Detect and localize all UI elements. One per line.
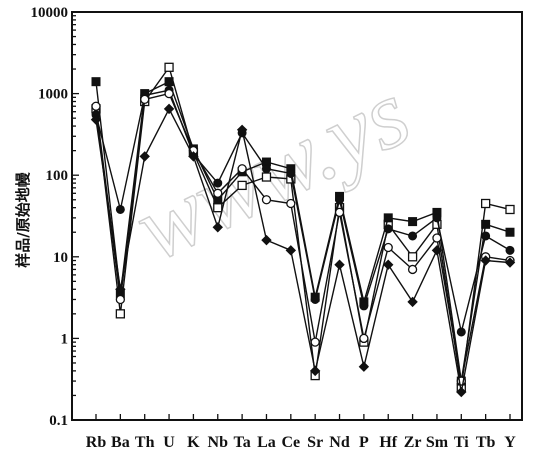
data-point [407, 252, 418, 262]
x-tick-label: Rb [86, 434, 107, 451]
x-tick-label: K [187, 434, 200, 451]
data-point [481, 231, 491, 241]
series-5 [90, 103, 516, 398]
data-point [432, 213, 442, 223]
data-point [91, 77, 101, 87]
data-point [359, 333, 369, 344]
x-tick-label: Sm [426, 434, 449, 451]
data-point [505, 245, 515, 255]
data-point [213, 203, 223, 213]
data-point [408, 217, 418, 227]
data-point [359, 301, 369, 311]
series-4 [91, 88, 515, 386]
data-point [164, 62, 174, 72]
x-tick-label: P [359, 434, 369, 451]
x-tick-label: Y [504, 434, 516, 451]
data-point [139, 151, 150, 162]
x-tick-label: Sr [307, 434, 323, 451]
data-point [480, 255, 491, 266]
data-point [140, 94, 150, 105]
x-tick-label: Zr [404, 434, 422, 451]
data-point [383, 242, 393, 253]
data-point [334, 259, 345, 270]
y-tick-label: 100 [46, 168, 69, 184]
data-point [383, 259, 394, 270]
data-point [261, 164, 271, 174]
x-tick-label: Nb [208, 434, 229, 451]
data-point [236, 124, 248, 136]
data-point [188, 151, 199, 162]
series-layer [90, 62, 516, 398]
data-point [115, 309, 126, 319]
data-point [504, 257, 516, 268]
data-point [90, 114, 102, 125]
data-point [456, 327, 466, 337]
data-point [456, 386, 467, 398]
data-point [115, 294, 126, 305]
data-point [237, 164, 247, 174]
data-point [115, 284, 126, 295]
series-line [95, 107, 511, 393]
data-point [164, 77, 174, 87]
y-axis-label: 样品/原始地幔 [14, 171, 32, 267]
data-point [407, 264, 418, 275]
x-tick-label: Nd [329, 434, 350, 451]
data-point [261, 234, 272, 246]
data-point [261, 172, 272, 182]
data-point [432, 233, 442, 243]
plot-frame [71, 11, 523, 421]
x-tick-label: Ta [234, 434, 251, 451]
x-tick-label: Ti [454, 434, 469, 451]
x-tick-label: Ba [111, 434, 130, 451]
data-point [480, 198, 491, 209]
data-point [310, 294, 320, 304]
data-point [213, 188, 223, 198]
data-point [91, 101, 101, 111]
data-point [383, 224, 393, 234]
y-tick-label: 1000 [38, 87, 68, 103]
x-tick-label: U [163, 434, 175, 451]
data-point [213, 178, 223, 188]
data-point [285, 245, 297, 256]
data-point [335, 195, 345, 205]
data-point [286, 168, 296, 178]
data-point [309, 365, 321, 377]
data-point [505, 204, 515, 215]
x-tick-label: Th [135, 434, 155, 451]
x-tick-label: Hf [379, 434, 397, 451]
data-point [212, 222, 223, 233]
x-tick-label: La [257, 434, 276, 451]
data-point [163, 103, 175, 115]
data-point [237, 180, 247, 191]
data-point [431, 245, 443, 256]
data-point [286, 198, 296, 209]
y-tick-label: 0.1 [49, 413, 68, 429]
y-tick-label: 10000 [31, 5, 69, 21]
data-point [505, 227, 515, 237]
data-point [334, 207, 345, 218]
data-point [358, 361, 370, 372]
data-point [383, 213, 393, 223]
data-point [408, 231, 418, 241]
axes: 0.1 1 10 100 1000 10000 Rb Ba Th U K Nb Ta La Ce Sr Nd P H… [31, 5, 523, 451]
y-tick-label: 1 [61, 331, 69, 347]
y-tick-label: 10 [53, 250, 68, 266]
x-tick-label: Ce [281, 434, 300, 451]
data-point [261, 195, 272, 205]
data-point [310, 337, 320, 347]
data-point [164, 88, 174, 99]
x-tick-label: Tb [476, 434, 496, 451]
data-point [115, 204, 125, 214]
data-point [407, 296, 418, 308]
data-point [481, 219, 491, 229]
